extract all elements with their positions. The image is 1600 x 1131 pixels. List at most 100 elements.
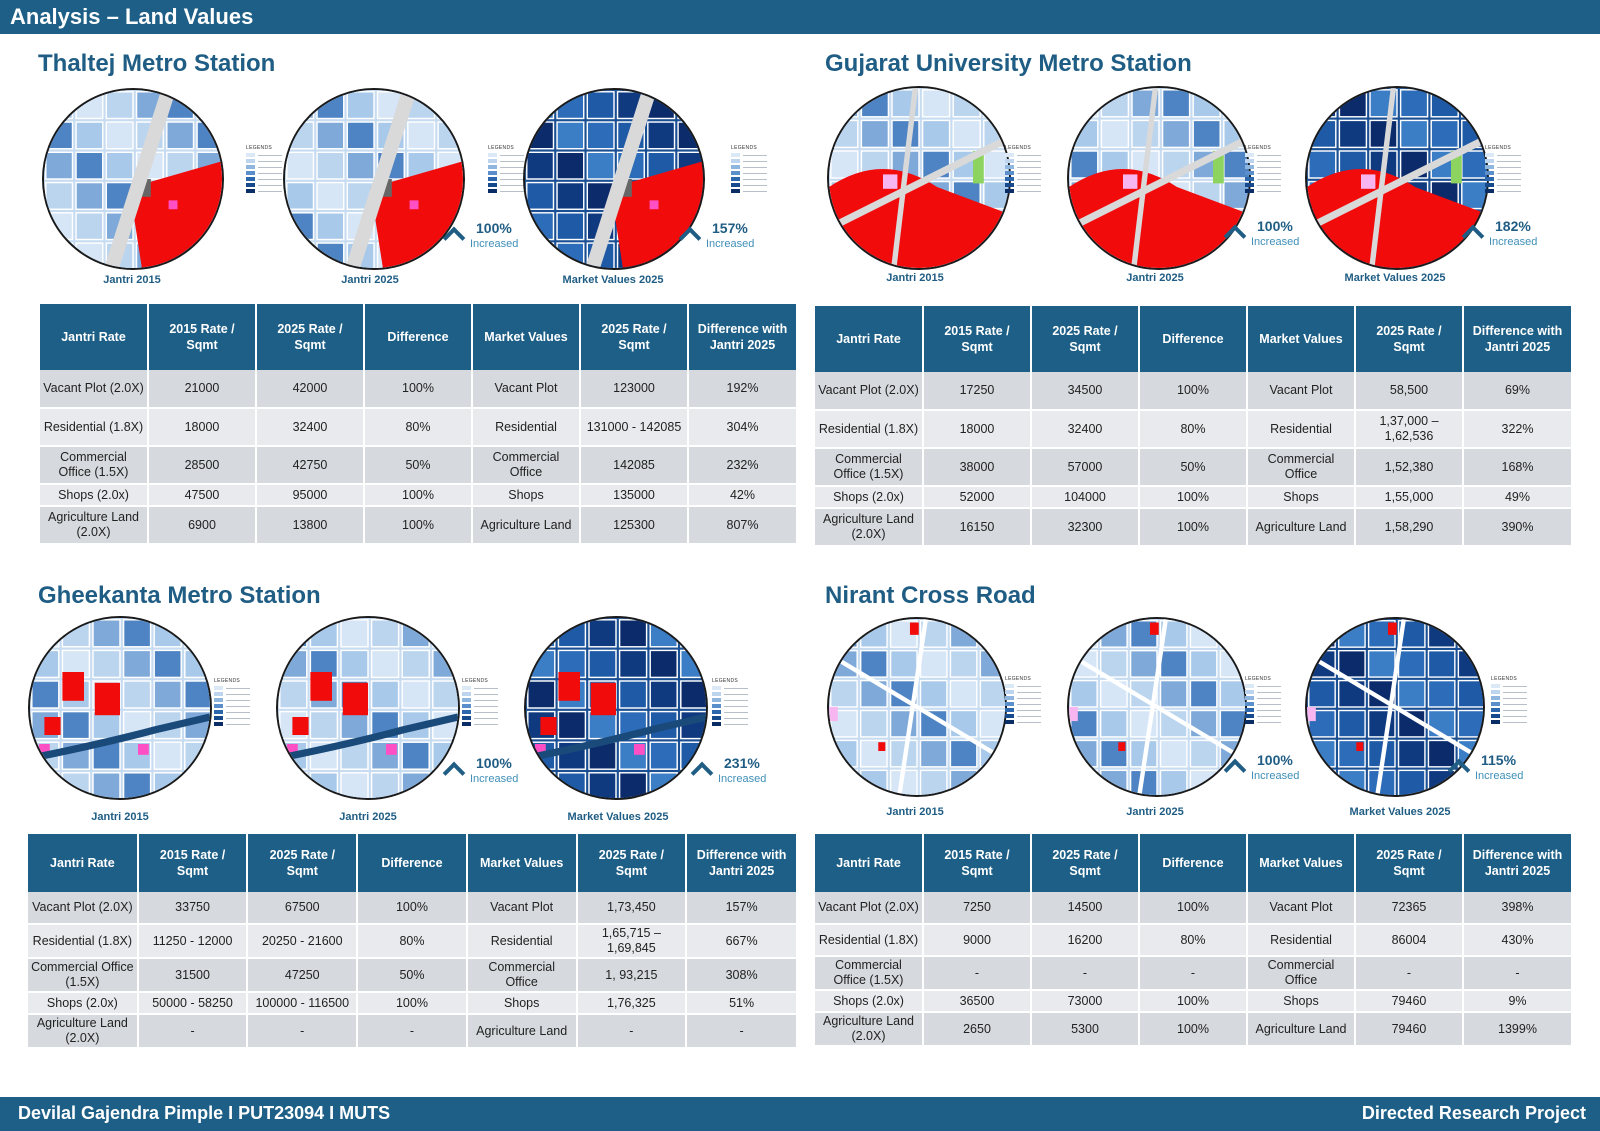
- legend-swatch: [1485, 159, 1529, 163]
- table-row: Residential (1.8X) 18000 32400 80% Residenti…: [40, 408, 796, 447]
- legend-swatch: [1005, 696, 1049, 700]
- legend-swatch: [246, 153, 290, 157]
- map-legend: LEGENDS: [214, 678, 258, 728]
- table-row: Agriculture Land (2.0X) 16150 32300 100% Agr…: [815, 508, 1571, 547]
- page-title: Analysis – Land Values: [10, 4, 254, 29]
- table-cell: -: [137, 1014, 249, 1049]
- map-caption: Jantri 2015: [91, 811, 149, 823]
- footer-bar: Devilal Gajendra Pimple I PUT23094 I MUT…: [0, 1097, 1600, 1131]
- table-header-row: Jantri Rate 2015 Rate / Sqmt 2025 Rate / S…: [815, 306, 1571, 372]
- increase-label: Increased: [706, 238, 755, 250]
- legend-heading: LEGENDS: [712, 678, 738, 684]
- land-value-map: [1305, 86, 1489, 270]
- table-cell: Commercial Office (1.5X): [815, 448, 924, 487]
- land-value-map: [1067, 617, 1247, 797]
- table-cell: -: [247, 1014, 359, 1049]
- legend-heading: LEGENDS: [462, 678, 488, 684]
- legend-swatch: [712, 710, 756, 714]
- legend-heading: LEGENDS: [731, 145, 757, 151]
- legend-swatch: [1491, 684, 1535, 688]
- table-row: Commercial Office (1.5X) 31500 47250 50% Com…: [28, 958, 796, 993]
- table-cell: -: [1139, 956, 1248, 991]
- legend-swatch: [246, 189, 290, 193]
- table-cell: Agriculture Land (2.0X): [40, 506, 149, 545]
- legend-swatch: [1245, 702, 1289, 706]
- map-caption: Market Values 2025: [1349, 806, 1451, 818]
- table-cell: Agriculture Land (2.0X): [815, 508, 924, 547]
- table-cell: 50%: [357, 958, 468, 993]
- table-cell: 34500: [1031, 372, 1140, 411]
- chevron-up-icon: [678, 226, 702, 250]
- table-cell: Vacant Plot: [1247, 372, 1356, 411]
- table-cell: 18000: [923, 410, 1032, 449]
- increase-indicator: 115% Increased: [1447, 752, 1561, 792]
- increase-indicator: 231% Increased: [690, 755, 804, 795]
- table-row: Shops (2.0x) 36500 73000 100% Shops 79460 9%: [815, 990, 1571, 1013]
- table-cell: 100%: [1139, 1012, 1248, 1047]
- table-cell: Agriculture Land: [1247, 1012, 1356, 1047]
- table-header-cell: Difference: [364, 304, 473, 370]
- legend-heading: LEGENDS: [1245, 145, 1271, 151]
- table-row: Residential (1.8X) 18000 32400 80% Residenti…: [815, 410, 1571, 449]
- table-cell: 86004: [1355, 924, 1464, 957]
- table-cell: Agriculture Land: [466, 1014, 578, 1049]
- table-cell: 131000 - 142085: [580, 408, 689, 447]
- panel-nirant: Nirant Cross Road LEGENDS Jantri 2015 LE…: [815, 570, 1595, 1110]
- legend-swatch: [488, 189, 532, 193]
- increase-percent: 231%: [724, 755, 760, 771]
- land-value-map: [283, 88, 465, 270]
- map-legend: LEGENDS: [1005, 145, 1049, 195]
- legend-swatch: [712, 704, 756, 708]
- table-header-cell: 2015 Rate / Sqmt: [148, 304, 257, 370]
- legend-heading: LEGENDS: [1485, 145, 1511, 151]
- table-cell: 123000: [580, 370, 689, 409]
- table-cell: 142085: [580, 446, 689, 485]
- map-caption: Jantri 2015: [103, 274, 161, 286]
- legend-swatch: [214, 710, 258, 714]
- table-row: Commercial Office (1.5X) 28500 42750 50% Com…: [40, 446, 796, 485]
- map-legend: LEGENDS: [488, 145, 532, 195]
- table-row: Agriculture Land (2.0X) - - - Agriculture La…: [28, 1014, 796, 1049]
- table-cell: 807%: [688, 506, 796, 545]
- legend-swatch: [731, 159, 775, 163]
- table-cell: 100%: [1139, 892, 1248, 925]
- panel-title: Nirant Cross Road: [825, 582, 1036, 609]
- map-legend: LEGENDS: [1491, 676, 1535, 726]
- panel-gheekanta: Gheekanta Metro Station LEGENDS Jantri 2…: [28, 570, 808, 1110]
- panel-gujarat-university: Gujarat University Metro Station LEGENDS…: [815, 38, 1595, 578]
- table-cell: -: [576, 1014, 688, 1049]
- legend-swatch: [488, 153, 532, 157]
- legend-swatch: [1245, 690, 1289, 694]
- chevron-up-icon: [442, 761, 466, 785]
- legend-swatch: [1245, 708, 1289, 712]
- land-value-map: [276, 616, 460, 800]
- table-header-cell: 2015 Rate / Sqmt: [923, 306, 1032, 372]
- legend-swatch: [1245, 684, 1289, 688]
- legend-swatch: [1005, 189, 1049, 193]
- table-cell: 1,73,450: [576, 892, 688, 925]
- table-cell: Residential (1.8X): [815, 924, 924, 957]
- table-cell: Vacant Plot: [1247, 892, 1356, 925]
- chevron-up-icon: [1461, 224, 1485, 248]
- table-cell: Shops (2.0x): [815, 990, 924, 1013]
- header-bar: Analysis – Land Values: [0, 0, 1600, 34]
- chevron-up-icon: [690, 761, 714, 785]
- table-cell: 36500: [923, 990, 1032, 1013]
- land-value-map: [827, 86, 1011, 270]
- map-legend: LEGENDS: [1005, 676, 1049, 726]
- table-row: Vacant Plot (2.0X) 21000 42000 100% Vacant P…: [40, 370, 796, 409]
- map-legend: LEGENDS: [1245, 676, 1289, 726]
- table-cell: 32400: [256, 408, 365, 447]
- table-row: Vacant Plot (2.0X) 17250 34500 100% Vacant P…: [815, 372, 1571, 411]
- legend-swatch: [731, 165, 775, 169]
- land-value-map: [827, 617, 1007, 797]
- legend-heading: LEGENDS: [214, 678, 240, 684]
- table-header-cell: Market Values: [1247, 834, 1356, 892]
- map-legend: LEGENDS: [731, 145, 775, 195]
- legend-swatch: [1485, 189, 1529, 193]
- legend-swatch: [488, 159, 532, 163]
- table-cell: Vacant Plot (2.0X): [28, 892, 139, 925]
- table-cell: 100%: [364, 370, 473, 409]
- land-value-map: [28, 616, 212, 800]
- increase-percent: 182%: [1495, 218, 1531, 234]
